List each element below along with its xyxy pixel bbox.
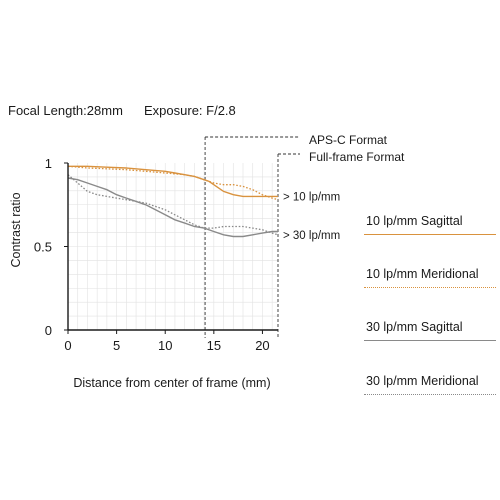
x-tick-label: 10 bbox=[158, 338, 172, 353]
legend-swatch bbox=[364, 287, 496, 288]
format-marker-label: Full-frame Format bbox=[309, 150, 405, 164]
series-line bbox=[67, 165, 279, 201]
x-tick-label: 15 bbox=[207, 338, 221, 353]
format-marker-label: APS-C Format bbox=[309, 133, 388, 147]
group-label: > 10 lp/mm bbox=[283, 191, 340, 203]
x-axis-label: Distance from center of frame (mm) bbox=[73, 376, 270, 390]
series-line bbox=[68, 165, 278, 198]
legend-label: 10 lp/mm Meridional bbox=[366, 267, 479, 281]
focal-length-label: Focal Length:28mm bbox=[8, 103, 123, 118]
legend-swatch bbox=[364, 234, 496, 235]
legend-swatch bbox=[364, 340, 496, 341]
y-tick-label: 0.5 bbox=[34, 240, 52, 255]
series-line bbox=[67, 177, 278, 238]
legend-label: 30 lp/mm Sagittal bbox=[366, 320, 463, 334]
series-line bbox=[67, 174, 279, 236]
x-tick-label: 5 bbox=[113, 338, 120, 353]
group-label: > 30 lp/mm bbox=[283, 230, 340, 242]
y-tick-label: 1 bbox=[45, 156, 52, 171]
legend-swatch bbox=[364, 394, 496, 395]
y-axis-label: Contrast ratio bbox=[9, 192, 23, 267]
legend-label: 30 lp/mm Meridional bbox=[366, 374, 479, 388]
exposure-label: Exposure: F/2.8 bbox=[144, 103, 236, 118]
legend-label: 10 lp/mm Sagittal bbox=[366, 214, 463, 228]
y-tick-label: 0 bbox=[45, 323, 52, 338]
x-tick-label: 0 bbox=[64, 338, 71, 353]
x-tick-label: 20 bbox=[255, 338, 269, 353]
